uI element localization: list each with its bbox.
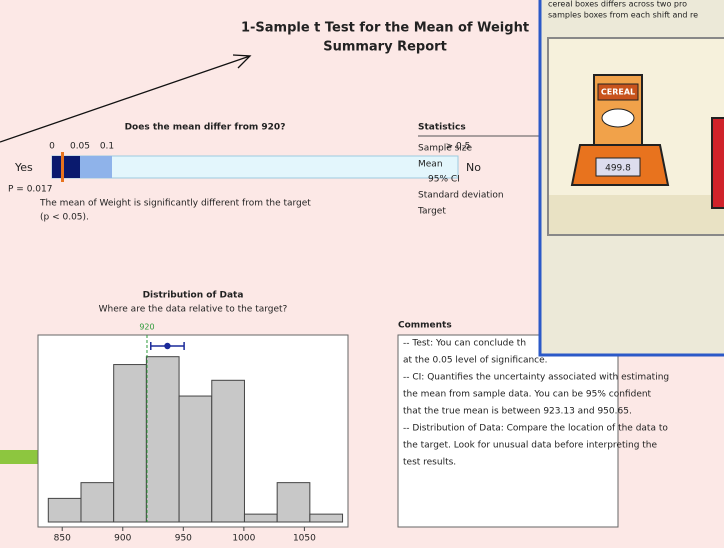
comment-line: at the 0.05 level of significance.	[403, 356, 548, 366]
p-scale	[52, 156, 458, 178]
test-question: Does the mean differ from 920?	[125, 123, 286, 133]
bar	[81, 483, 114, 522]
comment-line: that the true mean is between 923.13 and…	[403, 407, 632, 417]
scale-label: 0	[49, 142, 55, 152]
scale-reading: 499.8	[605, 164, 631, 174]
stat-label: Standard deviation	[418, 191, 504, 201]
report-subtitle: Summary Report	[323, 40, 447, 55]
stat-label: Target	[417, 207, 446, 217]
report-title: 1-Sample t Test for the Mean of Weight	[241, 21, 529, 36]
comment-line: -- Distribution of Data: Compare the loc…	[403, 424, 668, 434]
screen: 1-Sample t Test for the Mean of Weight S…	[0, 0, 724, 548]
counter	[549, 195, 724, 234]
comment-line: test results.	[403, 458, 456, 468]
x-tick-label: 1050	[293, 534, 316, 544]
comment-line: -- Test: You can conclude th	[403, 339, 526, 349]
comment-line: the target. Look for unusual data before…	[403, 441, 657, 451]
x-tick-label: 1000	[232, 534, 255, 544]
comments-heading: Comments	[398, 321, 452, 331]
bar	[277, 483, 310, 522]
p-region-strong	[52, 156, 80, 178]
bar	[48, 498, 81, 522]
window-text: cereal boxes differs across two pro	[548, 0, 687, 9]
x-tick-label: 900	[114, 534, 131, 544]
p-region-moderate	[80, 156, 112, 178]
statistics-heading: Statistics	[418, 123, 466, 133]
x-tick-label: 950	[175, 534, 192, 544]
histogram-subtitle: Where are the data relative to the targe…	[99, 305, 288, 315]
stat-label: Mean	[418, 160, 443, 170]
bar	[244, 514, 277, 522]
target-label: 920	[139, 323, 154, 332]
page: {"report": {"title": "1-Sample t Test fo…	[0, 0, 724, 548]
overlay-window: cereal boxes differs across two pro samp…	[540, 0, 724, 355]
conclusion: The mean of Weight is significantly diff…	[39, 199, 311, 209]
bar	[146, 357, 179, 522]
conclusion: (p < 0.05).	[40, 213, 89, 223]
bar	[310, 514, 343, 522]
box-label: CEREAL	[601, 88, 635, 97]
stat-label: Sample size	[418, 144, 473, 154]
bar	[114, 365, 147, 522]
red-object	[712, 118, 724, 208]
bar	[212, 380, 245, 522]
bowl	[602, 109, 634, 127]
slide-stripe	[0, 450, 42, 464]
window-text: samples boxes from each shift and re	[548, 11, 698, 20]
no-label: No	[466, 161, 481, 174]
scale-label: 0.1	[100, 142, 114, 152]
stat-label: 95% CI	[428, 175, 460, 185]
comment-line: the mean from sample data. You can be 95…	[403, 390, 652, 400]
p-value: P = 0.017	[8, 185, 52, 195]
yes-label: Yes	[14, 161, 33, 174]
bar	[179, 396, 212, 522]
mean-point	[164, 343, 170, 349]
comment-line: -- CI: Quantifies the uncertainty associ…	[403, 373, 669, 383]
scale-label: 0.05	[70, 142, 90, 152]
histogram-title: Distribution of Data	[143, 291, 244, 301]
x-tick-label: 850	[54, 534, 71, 544]
p-marker	[61, 152, 64, 182]
